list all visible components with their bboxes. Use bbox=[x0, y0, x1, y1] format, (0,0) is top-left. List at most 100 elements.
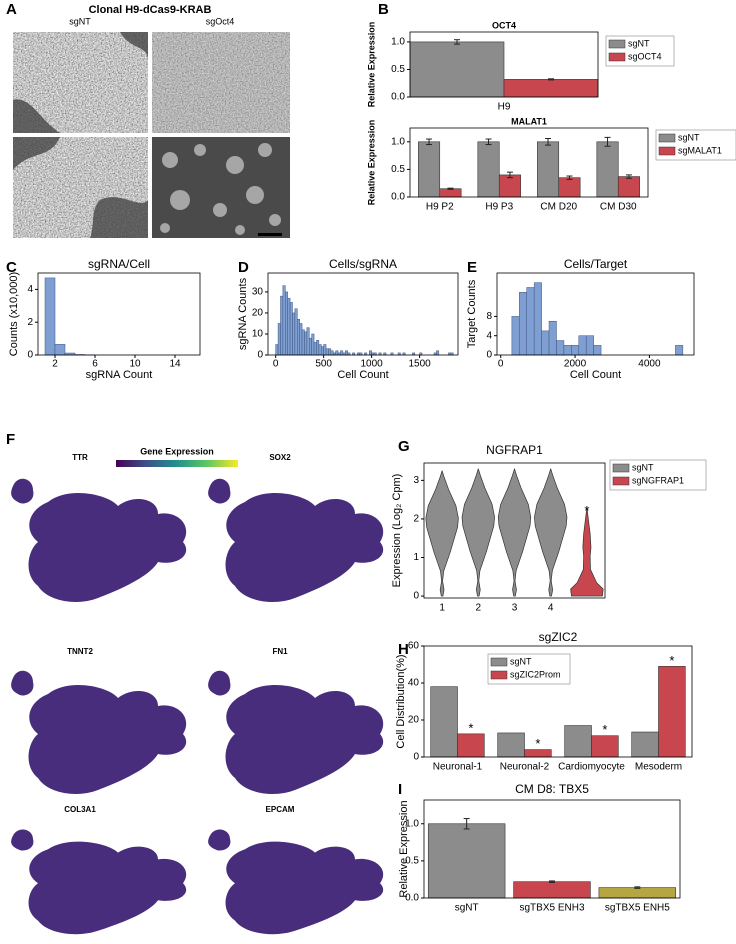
x-tick-label: 2 bbox=[52, 359, 58, 370]
y-axis-label: sgRNA Counts bbox=[237, 277, 249, 350]
x-tick-label: 0 bbox=[498, 359, 504, 370]
chart-title: Cells/Target bbox=[564, 257, 628, 271]
bar bbox=[558, 177, 581, 198]
significance-star: * bbox=[584, 503, 589, 518]
legend-label: sgNGFRAP1 bbox=[632, 475, 684, 485]
histogram-bar bbox=[316, 340, 320, 356]
umap-cells bbox=[208, 829, 384, 935]
legend-label: sgNT bbox=[510, 656, 532, 666]
y-tick-label: 20 bbox=[408, 715, 420, 726]
histogram-bar bbox=[289, 302, 293, 356]
x-tick-label: 6 bbox=[92, 359, 98, 370]
y-tick-label: 0 bbox=[257, 350, 263, 361]
histogram-bar bbox=[301, 329, 305, 356]
bar bbox=[409, 41, 505, 98]
histogram-bar bbox=[294, 308, 298, 356]
histogram-bar bbox=[578, 335, 587, 356]
x-tick-label: Neuronal-2 bbox=[500, 762, 550, 773]
x-tick-label: 1000 bbox=[361, 359, 384, 370]
x-axis-label: sgRNA Count bbox=[86, 369, 153, 381]
chart-title: NGFRAP1 bbox=[486, 443, 543, 457]
histogram-bar bbox=[325, 348, 329, 356]
legend-swatch bbox=[490, 657, 508, 667]
y-tick-label: 20 bbox=[252, 308, 264, 319]
y-tick-label: 2 bbox=[27, 317, 33, 328]
y-axis-label: Counts (x10,000) bbox=[8, 272, 20, 356]
umap-cells bbox=[11, 829, 187, 935]
histogram-bar bbox=[277, 323, 281, 356]
bar bbox=[658, 666, 686, 758]
panel-letter: B bbox=[378, 1, 389, 18]
column-label: sgOct4 bbox=[206, 16, 235, 26]
plot-frame bbox=[409, 127, 649, 198]
clump bbox=[226, 156, 244, 174]
bar bbox=[418, 141, 441, 198]
bar bbox=[596, 141, 619, 198]
histogram-bar bbox=[585, 335, 594, 356]
histogram-bar bbox=[309, 337, 312, 356]
histogram-bar bbox=[593, 345, 602, 356]
histogram-bar bbox=[533, 282, 542, 356]
histogram-bar bbox=[313, 342, 317, 356]
bar bbox=[617, 176, 640, 198]
y-tick-label: 1.0 bbox=[405, 818, 419, 829]
y-tick-label: 1.0 bbox=[391, 136, 405, 147]
background-region bbox=[13, 32, 148, 133]
x-tick-label: 500 bbox=[315, 359, 332, 370]
panel-letter: C bbox=[6, 259, 17, 276]
colorbar-label: Gene Expression bbox=[140, 446, 214, 456]
histogram-bar bbox=[368, 350, 372, 356]
umap bbox=[11, 829, 187, 935]
x-tick-label: 2000 bbox=[564, 359, 587, 370]
violin bbox=[425, 470, 459, 597]
legend-label: sgNT bbox=[678, 132, 700, 142]
histogram-bar bbox=[297, 319, 300, 356]
histogram-bar bbox=[275, 344, 279, 356]
clump bbox=[258, 143, 272, 157]
histogram-bar bbox=[436, 350, 440, 356]
x-tick-label: sgTBX5 ENH5 bbox=[605, 903, 670, 914]
chart-title: CM D8: TBX5 bbox=[515, 782, 589, 796]
clump bbox=[160, 223, 170, 233]
histogram-bar bbox=[280, 295, 284, 356]
bar bbox=[498, 174, 521, 198]
y-tick-label: 0 bbox=[27, 350, 33, 361]
legend-swatch bbox=[612, 463, 630, 473]
histogram-bar bbox=[563, 345, 572, 356]
y-tick-label: 30 bbox=[252, 287, 264, 298]
y-tick-label: 0.0 bbox=[391, 92, 405, 103]
bar bbox=[598, 887, 677, 899]
x-tick-label: H9 P2 bbox=[426, 202, 454, 213]
histogram-bar bbox=[519, 292, 527, 356]
overlay bbox=[152, 32, 290, 133]
histogram-bar bbox=[299, 323, 303, 356]
bar bbox=[457, 733, 485, 758]
histogram-bar bbox=[321, 346, 324, 356]
y-tick-label: 40 bbox=[408, 678, 420, 689]
panel-letter: H bbox=[398, 641, 409, 658]
x-tick-label: 4 bbox=[548, 603, 554, 614]
histogram-bar bbox=[282, 285, 286, 356]
gene-label: FN1 bbox=[272, 647, 288, 656]
histogram-bar bbox=[287, 297, 291, 356]
clump bbox=[170, 190, 190, 210]
plot-frame bbox=[496, 272, 695, 356]
y-tick-label: 60 bbox=[408, 641, 420, 652]
bar bbox=[497, 732, 525, 758]
chart-title: MALAT1 bbox=[511, 116, 547, 126]
y-tick-label: 10 bbox=[252, 329, 264, 340]
panel-letter: D bbox=[238, 259, 249, 276]
x-axis-label: Cell Count bbox=[337, 369, 388, 381]
y-tick-label: 0.5 bbox=[391, 64, 405, 75]
y-tick-label: 0.0 bbox=[391, 192, 405, 203]
clump bbox=[235, 225, 245, 235]
violin bbox=[497, 468, 532, 597]
y-tick-label: 3 bbox=[413, 475, 419, 486]
histogram-bar bbox=[330, 350, 334, 356]
y-tick-label: 2 bbox=[413, 514, 419, 525]
clump bbox=[213, 203, 227, 217]
gene-label: TNNT2 bbox=[67, 647, 93, 656]
umap bbox=[208, 478, 384, 602]
cell-clumps bbox=[160, 143, 281, 235]
significance-star: * bbox=[602, 722, 607, 737]
